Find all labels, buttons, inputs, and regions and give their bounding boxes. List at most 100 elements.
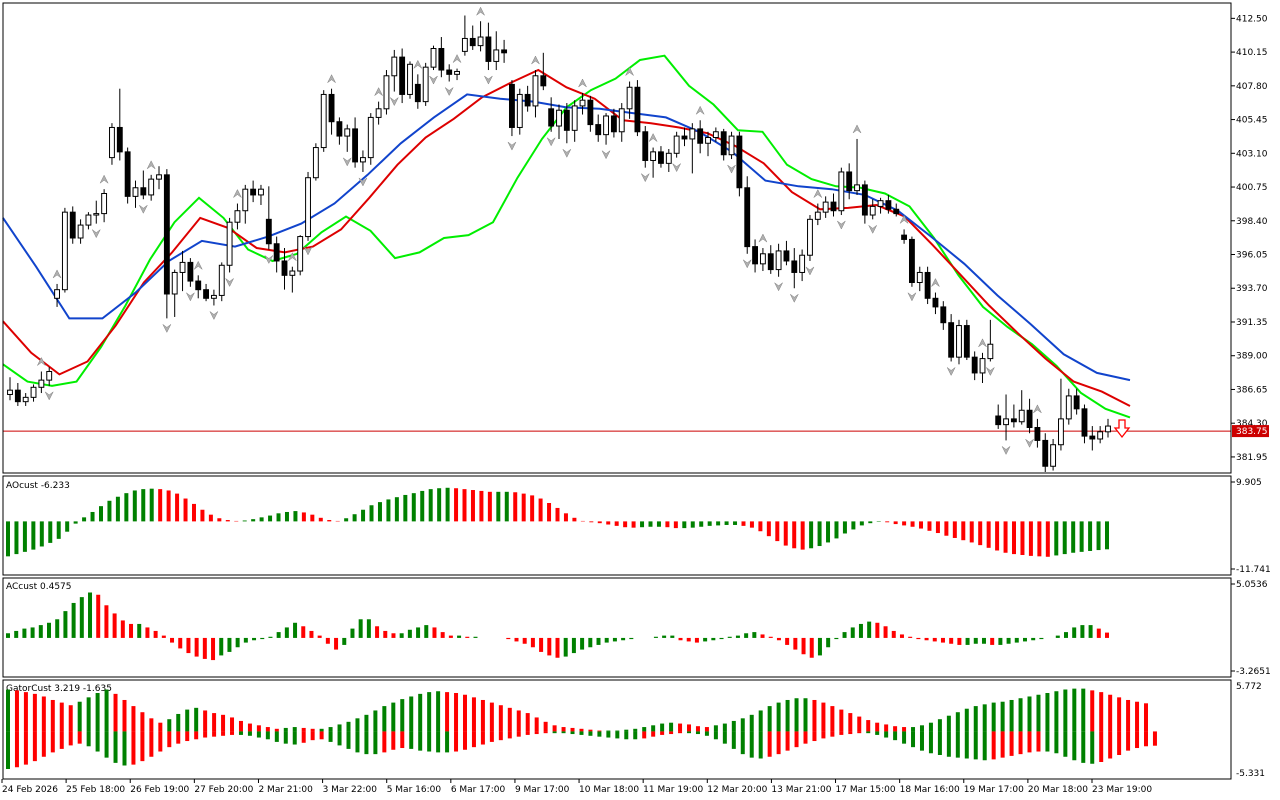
candle-bear — [469, 37, 476, 47]
gator-label: GatorCust 3.219 -1.635 — [6, 684, 112, 694]
candle-bull — [258, 188, 264, 196]
candle-bear — [1089, 435, 1096, 440]
price-tick-label: 407.80 — [1236, 82, 1268, 92]
candle-bull — [728, 135, 735, 156]
candle-bear — [697, 128, 704, 144]
fractal-down-marker — [946, 367, 956, 377]
fractal-up-marker — [452, 54, 462, 63]
candle-bull — [30, 386, 37, 398]
fractal-up-marker — [374, 87, 383, 96]
candle-bull — [109, 126, 115, 159]
candle-bull — [210, 294, 217, 299]
sell-arrow-icon — [1113, 419, 1131, 439]
price-panel[interactable]: 412.50 410.15 407.80 405.45 403.10 400.75 398.… — [2, 6, 1269, 472]
candle-bear — [948, 322, 955, 358]
candle-bear — [265, 218, 272, 245]
ao-panel[interactable]: AOcust -6.233 9.905 -11.741 — [6, 478, 1271, 575]
candle-bear — [203, 289, 210, 299]
fractal-down-marker — [186, 292, 195, 302]
current-price-label: 383.75 — [1236, 427, 1268, 437]
fractal-up-marker — [327, 74, 336, 83]
time-label: 2 Mar 21:00 — [258, 785, 313, 795]
price-tick-label: 389.00 — [1236, 352, 1268, 362]
price-tick-label: 403.10 — [1236, 149, 1268, 159]
fractal-up-marker — [695, 105, 705, 115]
time-label: 10 Mar 18:00 — [579, 785, 639, 795]
candle-bull — [1003, 418, 1009, 426]
fractal-down-marker — [601, 150, 611, 160]
candle-bear — [587, 99, 594, 126]
fractal-up-marker — [531, 55, 540, 65]
candle-bull — [226, 221, 233, 266]
candle-bull — [556, 109, 562, 127]
fractal-down-marker — [303, 246, 313, 256]
fractal-down-marker — [774, 282, 783, 292]
candle-bear — [563, 109, 570, 131]
candle-bear — [163, 174, 170, 295]
candle-bull — [689, 128, 696, 140]
ac-panel[interactable]: ACcust 0.4575 5.0536 -3.2651 — [6, 580, 1271, 677]
candle-bull — [869, 205, 876, 216]
candle-bull — [665, 152, 672, 164]
candle-bear — [658, 151, 664, 164]
candle-bull — [359, 157, 366, 163]
fractal-down-marker — [907, 292, 917, 302]
candle-bear — [273, 243, 280, 262]
candle-bull — [148, 178, 155, 196]
candle-bull — [7, 389, 13, 395]
candle-bear — [336, 121, 343, 137]
candle-bull — [344, 128, 351, 137]
candle-bull — [532, 75, 539, 107]
time-label: 6 Mar 17:00 — [451, 785, 506, 795]
fractal-down-marker — [429, 75, 438, 85]
fractal-down-marker — [343, 157, 352, 167]
panel-min-label: -11.741 — [1236, 565, 1271, 575]
candle-bull — [93, 213, 100, 216]
candle-bull — [85, 214, 92, 226]
fractal-down-marker — [837, 220, 846, 230]
candle-bear — [140, 187, 147, 196]
fractal-up-marker — [288, 252, 297, 261]
candle-bull — [916, 271, 923, 284]
candle-bull — [807, 218, 813, 256]
candle-bull — [46, 371, 53, 381]
candle-bull — [956, 325, 962, 358]
fractal-up-marker — [37, 356, 46, 366]
price-tick-label: 384.30 — [1236, 419, 1268, 429]
time-label: 19 Mar 17:00 — [964, 785, 1024, 795]
candle-bear — [1081, 408, 1088, 437]
ao-label: AOcust -6.233 — [6, 481, 70, 491]
candle-bear — [187, 261, 194, 282]
candle-bull — [391, 56, 398, 77]
candle-bear — [924, 271, 931, 299]
candle-bear — [963, 325, 970, 358]
candle-bear — [501, 49, 508, 54]
price-tick-label: 398.40 — [1236, 217, 1268, 227]
fractal-up-marker — [52, 269, 62, 279]
candle-bear — [908, 238, 915, 284]
candle-bear — [195, 280, 202, 291]
candle-bear — [932, 297, 939, 308]
fractal-up-marker — [852, 124, 862, 134]
price-tick-label: 381.95 — [1236, 453, 1268, 463]
candle-bull — [132, 187, 139, 197]
price-tick-label: 386.65 — [1236, 385, 1268, 395]
candle-bear — [767, 253, 774, 271]
fractal-up-marker — [625, 66, 634, 76]
candle-bear — [281, 260, 288, 276]
fractal-down-marker — [225, 278, 234, 288]
candle-bear — [485, 36, 492, 62]
candle-bear — [1034, 426, 1041, 441]
candle-bull — [854, 184, 860, 192]
fractal-down-marker — [743, 259, 752, 269]
candle-bear — [634, 86, 641, 133]
candle-bear — [830, 201, 837, 212]
gator-panel[interactable]: GatorCust 3.219 -1.635 5.772 -5.331 — [6, 682, 1265, 779]
candle-bull — [838, 171, 845, 212]
candle-bear — [1042, 439, 1049, 467]
price-tick-label: 393.70 — [1236, 284, 1268, 294]
fractal-down-marker — [444, 87, 454, 97]
candle-bull — [618, 108, 625, 133]
fractal-up-marker — [578, 78, 587, 88]
